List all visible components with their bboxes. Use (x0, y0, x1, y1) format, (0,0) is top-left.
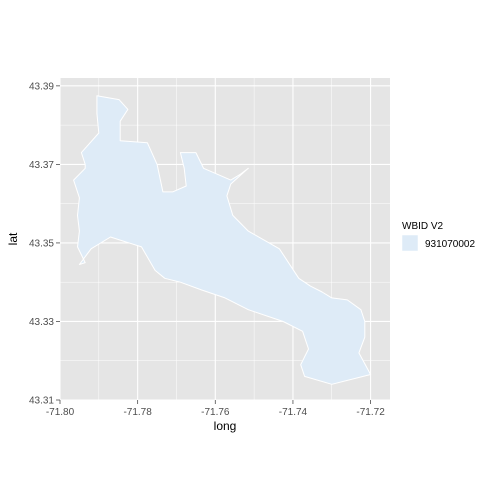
y-tick-label: 43.39 (29, 81, 54, 92)
y-axis-title: lat (6, 232, 20, 245)
x-tick-label: -71.78 (123, 407, 152, 418)
y-tick-label: 43.37 (29, 160, 54, 171)
y-tick-label: 43.35 (29, 238, 54, 249)
legend-label: 931070002 (425, 239, 475, 250)
x-axis: -71.80 -71.78 -71.76 -71.74 -71.72 (46, 400, 385, 418)
legend-title: WBID V2 (402, 221, 444, 232)
x-tick-label: -71.80 (46, 407, 75, 418)
x-tick-label: -71.72 (356, 407, 385, 418)
x-axis-title: long (214, 419, 237, 433)
x-tick-label: -71.76 (201, 407, 230, 418)
y-axis: 43.31 43.33 43.35 43.37 43.39 (29, 81, 60, 406)
y-tick-label: 43.33 (29, 317, 54, 328)
legend: WBID V2 931070002 (402, 221, 475, 251)
x-tick-label: -71.74 (279, 407, 308, 418)
legend-key (402, 235, 418, 251)
y-tick-label: 43.31 (29, 396, 54, 407)
